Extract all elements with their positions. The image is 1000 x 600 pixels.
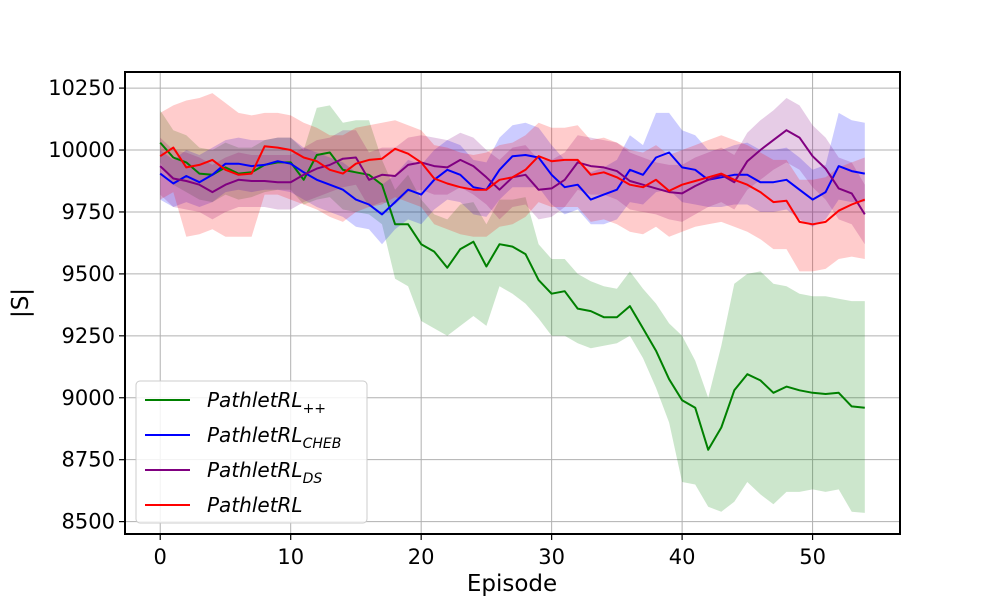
- legend: PathletRL++PathletRLCHEBPathletRLDSPathl…: [135, 380, 368, 524]
- y-tick-label: 9750: [62, 200, 115, 224]
- y-tick-label: 9000: [62, 386, 115, 410]
- legend-label-pathletrl: PathletRL: [207, 493, 303, 517]
- y-tick-label: 10000: [48, 138, 115, 162]
- y-tick-label: 9250: [62, 324, 115, 348]
- y-tick-label: 10250: [48, 76, 115, 100]
- x-axis-label: Episode: [467, 571, 557, 597]
- y-tick-label: 8750: [62, 448, 115, 472]
- x-tick-label: 10: [277, 545, 304, 569]
- x-tick-label: 20: [408, 545, 435, 569]
- band-pathletrl: [160, 93, 865, 272]
- plot-frame: [124, 71, 901, 535]
- x-tick-label: 50: [799, 545, 826, 569]
- band-pathletrl-: [160, 105, 865, 513]
- y-tick-label: 9500: [62, 262, 115, 286]
- legend-box: [135, 380, 368, 524]
- band-pathletrl-ds: [160, 98, 865, 245]
- axis-ticks: 0 10 20 30 40 50 8500 8750 9000 9250 9500 9750 10000…: [48, 76, 826, 569]
- x-tick-label: 40: [669, 545, 696, 569]
- x-tick-label: 30: [538, 545, 565, 569]
- line-pathletrl-cheb: [159, 151, 865, 216]
- y-tick-label: 8500: [62, 510, 115, 534]
- y-axis-label: |S|: [8, 288, 34, 318]
- series-lines: [159, 129, 866, 451]
- line-pathletrl: [159, 145, 866, 226]
- line-pathletrl-: [159, 141, 865, 451]
- x-tick-label: 0: [154, 545, 167, 569]
